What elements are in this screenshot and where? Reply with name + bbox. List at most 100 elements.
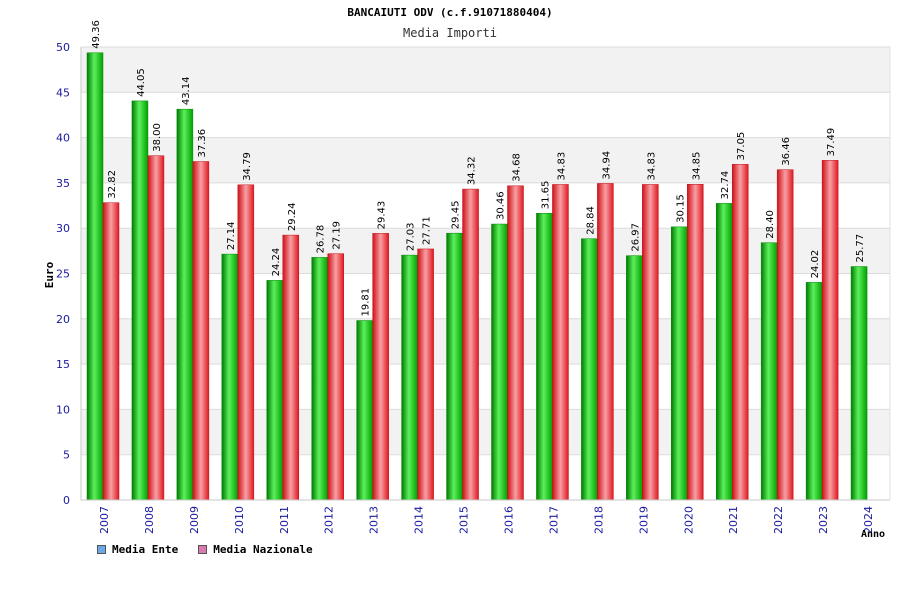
bar-value-label: 29.43: [377, 201, 388, 230]
bar-media-ente: [805, 282, 823, 501]
x-tick-label: 2021: [727, 506, 740, 534]
bar-value-label: 43.14: [181, 77, 192, 106]
bar-media-nazionale: [147, 155, 165, 501]
chart-subtitle: Media Importi: [403, 26, 497, 40]
legend-label-nazionale: Media Nazionale: [213, 543, 313, 556]
legend-swatch-nazionale: [198, 545, 208, 554]
bar-value-label: 37.05: [736, 132, 747, 161]
y-tick-label: 30: [56, 222, 70, 235]
bar-value-label: 32.82: [107, 170, 118, 199]
bar-value-label: 34.83: [556, 152, 567, 181]
bar-media-nazionale: [192, 161, 210, 501]
x-tick-label: 2017: [547, 506, 560, 534]
bar-labels: 49.36 32.82 44.05 38.00 43.14 37.36 27.14 34.79…: [91, 20, 866, 316]
bar-media-ente: [176, 108, 194, 501]
bar-media-nazionale: [507, 185, 524, 501]
bar-media-nazionale: [731, 164, 749, 501]
x-tick-label: 2018: [592, 506, 605, 534]
y-tick-label: 10: [56, 403, 70, 416]
bar-value-label: 49.36: [91, 20, 102, 49]
bar-media-ente: [760, 242, 778, 501]
grid-band: [81, 137, 890, 183]
y-tick-label: 35: [56, 177, 70, 190]
bar-media-ente: [86, 52, 104, 501]
x-tick-label: 2014: [413, 506, 426, 534]
bar-media-nazionale: [642, 184, 659, 501]
y-axis-label: Euro: [43, 261, 56, 288]
chart-title: BANCAIUTI ODV (c.f.91071880404): [347, 6, 553, 19]
bar-value-label: 26.97: [630, 223, 641, 252]
bar-media-ente: [131, 100, 149, 501]
grid-bands: [81, 47, 890, 455]
bar-value-label: 28.84: [585, 206, 596, 235]
gridlines: [81, 46, 890, 501]
bar-value-label: 37.36: [197, 129, 208, 158]
y-tick-label: 50: [56, 41, 70, 54]
legend: Media Ente Media Nazionale: [97, 543, 313, 556]
bar-value-label: 25.77: [855, 234, 866, 263]
bar-media-ente: [581, 238, 598, 501]
y-tick-label: 15: [56, 358, 70, 371]
x-tick-label: 2012: [323, 506, 336, 534]
bar-media-nazionale: [462, 188, 479, 501]
bar-value-label: 29.45: [451, 201, 462, 230]
x-tick-label: 2013: [368, 506, 381, 534]
bar-value-label: 27.03: [406, 222, 417, 251]
bar-media-ente: [356, 320, 373, 501]
bar-value-label: 32.74: [720, 171, 731, 200]
bar-media-nazionale: [372, 233, 389, 501]
bar-value-label: 24.24: [271, 248, 282, 277]
x-tick-label: 2009: [188, 506, 201, 534]
bar-value-label: 34.94: [601, 151, 612, 180]
x-tick-label: 2020: [682, 506, 695, 534]
grid-band: [81, 47, 890, 93]
bar-value-label: 19.81: [361, 288, 372, 317]
bar-media-nazionale: [102, 202, 120, 501]
y-tick-label: 20: [56, 313, 70, 326]
legend-item-ente: Media Ente: [97, 543, 178, 556]
axes: [80, 47, 891, 501]
bar-value-label: 38.00: [152, 123, 163, 152]
bar-value-label: 34.79: [242, 152, 253, 181]
bar-media-nazionale: [282, 234, 300, 501]
bar-media-nazionale: [687, 184, 704, 501]
legend-swatch-ente: [97, 545, 106, 554]
legend-label-ente: Media Ente: [112, 543, 179, 556]
bar-value-label: 27.19: [332, 221, 343, 250]
x-axis-label: Anno: [861, 529, 886, 540]
bar-value-label: 30.15: [675, 194, 686, 223]
bars: [86, 52, 868, 501]
bar-media-ente: [850, 266, 868, 501]
bar-media-nazionale: [327, 253, 344, 501]
x-tick-label: 2022: [772, 506, 785, 534]
grid-band: [81, 318, 890, 365]
y-tick-labels: 0 5 10 15 20 25 30 35 40 45 50: [56, 41, 70, 507]
x-tick-label: 2011: [278, 506, 291, 534]
bar-media-nazionale: [417, 248, 434, 501]
y-tick-label: 5: [63, 449, 70, 462]
bar-media-ente: [446, 232, 463, 501]
bar-value-label: 27.71: [422, 216, 433, 245]
bar-value-label: 29.24: [287, 202, 298, 231]
bar-media-ente: [221, 253, 239, 501]
bar-media-ente: [536, 213, 553, 501]
x-tick-label: 2019: [637, 506, 650, 534]
bar-media-ente: [671, 226, 688, 501]
bar-media-ente: [401, 254, 418, 501]
bar-media-ente: [311, 257, 328, 501]
x-tick-labels: 2007 2008 2009 2010 2011 2012 2013 2014 2015 2016…: [98, 506, 875, 534]
x-tick-label: 2024: [862, 506, 875, 534]
y-tick-label: 40: [56, 132, 70, 145]
y-tick-label: 25: [56, 268, 70, 281]
y-tick-label: 45: [56, 86, 70, 99]
x-tick-label: 2010: [233, 506, 246, 534]
x-tick-label: 2016: [503, 506, 516, 534]
bar-value-label: 24.02: [810, 250, 821, 279]
bar-media-nazionale: [552, 184, 569, 501]
bar-value-label: 44.05: [136, 68, 147, 97]
bar-value-label: 36.46: [781, 137, 792, 166]
grid-band: [81, 228, 890, 274]
x-tick-label: 2007: [98, 506, 111, 534]
bar-media-ente: [266, 280, 284, 501]
